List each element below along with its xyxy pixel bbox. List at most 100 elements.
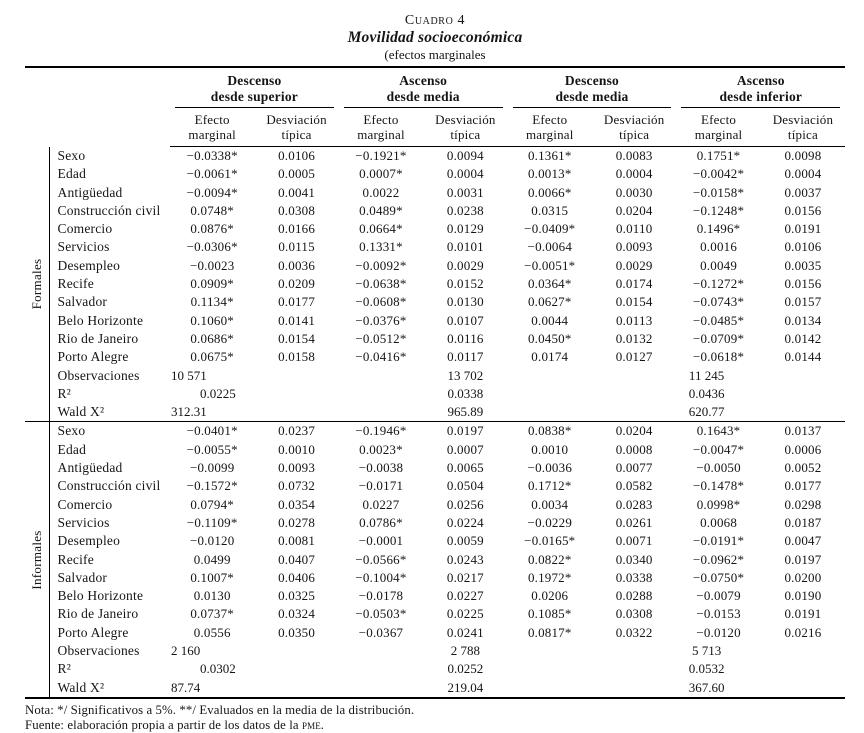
value-cell: −0.0409* <box>524 221 576 237</box>
group-header-descenso-media: Descenso desde media <box>508 67 677 108</box>
value-cell: −0.0094* <box>186 184 238 200</box>
note-line: Nota: */ Significativos a 5%. **/ Evalua… <box>25 702 415 717</box>
value-cell: 0.0838* <box>527 423 572 439</box>
row-label: Construcción civil <box>57 202 161 218</box>
value-cell: 0.0052 <box>784 460 822 476</box>
value-cell: 0.0144 <box>784 349 822 365</box>
col-header-desviacion-4: Desviación típica <box>760 108 846 147</box>
stat-label: Wald X² <box>57 679 105 695</box>
stat-value: 620.77 <box>591 403 846 423</box>
row-label: Recife <box>57 276 94 292</box>
value-cell: 0.0675* <box>190 349 235 365</box>
row-label: Porto Alegre <box>57 349 129 365</box>
value-cell: 0.0029 <box>615 257 653 273</box>
data-row: Servicios −0.0306* 0.0115 0.1331* 0.0101 −0.0… <box>25 238 845 256</box>
value-cell: 0.0308 <box>278 202 316 218</box>
value-cell: 0.1331* <box>359 239 403 255</box>
value-cell: 0.1643* <box>696 423 741 439</box>
results-table: Descenso desde superior Ascenso desde medi… <box>25 66 846 699</box>
value-cell: 0.0237 <box>278 423 316 439</box>
value-cell: −0.0178 <box>358 588 404 604</box>
value-cell: 0.0071 <box>615 533 653 549</box>
value-cell: −0.1109* <box>186 514 238 530</box>
stat-value: 0.0338 <box>447 385 484 401</box>
value-cell: 0.0016 <box>700 239 738 255</box>
row-label: Salvador <box>57 294 108 310</box>
value-cell: −0.0050 <box>696 460 741 476</box>
stat-label: Observaciones <box>57 367 140 383</box>
value-cell: 0.0191 <box>784 221 822 237</box>
value-cell: 0.0004 <box>784 166 822 182</box>
sub-header-row: Efecto marginal Desviación típica Efecto ma… <box>25 108 846 147</box>
data-row: Porto Alegre 0.0556 0.0350 −0.0367 0.0241 0.0… <box>25 624 845 642</box>
value-cell: 0.1007* <box>190 569 235 585</box>
value-cell: −0.0485* <box>692 312 745 328</box>
value-cell: 0.0216 <box>784 624 822 640</box>
value-cell: 0.0489* <box>359 202 403 218</box>
value-cell: −0.0064 <box>527 239 573 255</box>
value-cell: 0.0876* <box>190 221 235 237</box>
value-cell: 0.0106 <box>278 148 316 163</box>
value-cell: −0.0120 <box>189 533 235 549</box>
row-label: Servicios <box>57 514 110 530</box>
value-cell: 0.0204 <box>615 423 653 439</box>
value-cell: −0.0092* <box>355 257 407 273</box>
value-cell: 0.0041 <box>278 184 316 200</box>
value-cell: 0.0238 <box>446 202 484 218</box>
group-header-descenso-superior: Descenso desde superior <box>170 67 339 108</box>
value-cell: −0.0079 <box>696 588 741 604</box>
value-cell: 0.0582 <box>615 478 653 494</box>
value-cell: 0.0152 <box>446 276 484 292</box>
value-cell: −0.0401* <box>186 423 238 439</box>
value-cell: −0.0055* <box>186 441 238 457</box>
data-row: Edad −0.0061* 0.0005 0.0007* 0.0004 0.0013* 0.… <box>25 165 845 183</box>
value-cell: 0.0005 <box>278 166 316 182</box>
stat-value: 965.89 <box>338 403 592 423</box>
value-cell: 0.0034 <box>531 496 569 512</box>
value-cell: −0.0047* <box>692 441 745 457</box>
value-cell: 0.0156 <box>784 202 822 218</box>
data-row: Rio de Janeiro 0.0686* 0.0154 −0.0512* 0.011… <box>25 330 845 348</box>
value-cell: −0.1248* <box>692 202 745 218</box>
value-cell: 0.0007* <box>359 166 403 182</box>
value-cell: −0.0566* <box>355 551 407 567</box>
value-cell: 0.0450* <box>527 330 572 346</box>
value-cell: 0.0116 <box>447 330 484 346</box>
value-cell: 0.0157 <box>784 294 822 310</box>
value-cell: −0.1004* <box>355 569 407 585</box>
header-corner <box>25 67 170 108</box>
value-cell: 0.0066* <box>527 184 572 200</box>
value-cell: 0.0177 <box>784 478 822 494</box>
data-row: Servicios −0.1109* 0.0278 0.0786* 0.0224 −0.0… <box>25 514 845 532</box>
group-label-line: desde inferior <box>719 88 803 104</box>
group-label-line: desde media <box>386 88 460 104</box>
value-cell: 0.0037 <box>784 184 822 200</box>
value-cell: 0.0093 <box>278 460 316 476</box>
col-header-desviacion-3: Desviación típica <box>591 108 677 147</box>
stat-row: Wald X² 87.74 219.04 367.60 <box>25 679 845 698</box>
value-cell: 0.0031 <box>446 184 484 200</box>
value-cell: 0.0227 <box>446 588 484 604</box>
value-cell: 0.0227 <box>362 496 400 512</box>
value-cell: 0.0261 <box>615 514 653 530</box>
stat-value: 0.0252 <box>447 661 484 677</box>
stat-row: Wald X² 312.31 965.89 620.77 <box>25 403 846 423</box>
data-row: Desempleo −0.0023 0.0036 −0.0092* 0.0029 −0.0… <box>25 257 845 275</box>
group-header-row: Descenso desde superior Ascenso desde medi… <box>25 67 845 108</box>
value-cell: −0.0042* <box>692 166 745 182</box>
value-cell: −0.0120 <box>696 624 741 640</box>
value-cell: 0.0298 <box>784 496 822 512</box>
value-cell: 0.0166 <box>278 221 316 237</box>
stat-row: R² 0.0302 0.0252 0.0532 <box>25 660 845 678</box>
col-header-efecto-1: Efecto marginal <box>170 108 255 147</box>
value-cell: 0.0190 <box>784 588 822 604</box>
value-cell: 0.0283 <box>615 496 653 512</box>
value-cell: 0.0035 <box>784 257 822 273</box>
value-cell: 0.0010 <box>278 441 316 457</box>
value-cell: 0.0141 <box>278 312 316 328</box>
value-cell: −0.0036 <box>527 460 573 476</box>
value-cell: 0.0407 <box>278 551 316 567</box>
row-label: Desempleo <box>57 533 121 549</box>
stat-value: 0.0436 <box>688 385 725 401</box>
value-cell: 0.0794* <box>190 496 235 512</box>
